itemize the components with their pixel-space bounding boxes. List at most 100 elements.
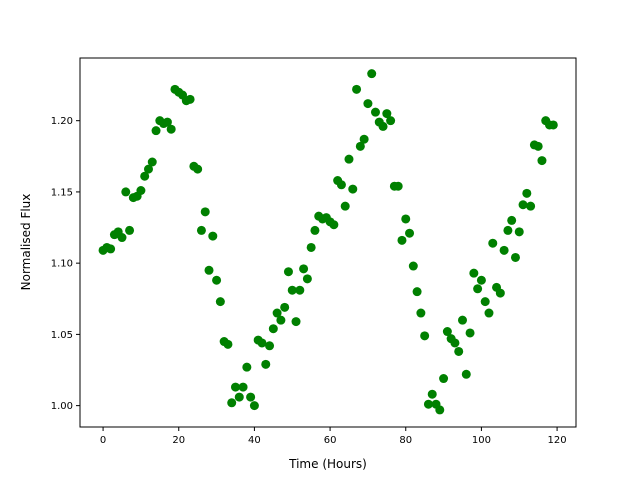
y-tick-label: 1.05	[51, 330, 73, 341]
data-point	[268, 324, 278, 334]
data-point	[423, 399, 433, 409]
data-point	[302, 274, 312, 284]
data-point	[299, 264, 309, 274]
data-point	[480, 297, 490, 307]
data-point	[454, 346, 464, 356]
data-point	[507, 215, 517, 225]
data-point	[136, 185, 146, 195]
data-point	[291, 317, 301, 327]
data-point	[162, 117, 172, 127]
data-point	[473, 284, 483, 294]
data-point	[336, 180, 346, 190]
data-point	[340, 201, 350, 211]
data-point	[121, 187, 131, 197]
data-point	[352, 84, 362, 94]
data-point	[393, 181, 403, 191]
data-point	[514, 227, 524, 237]
data-point	[397, 235, 407, 245]
data-point	[522, 188, 532, 198]
data-point	[450, 338, 460, 348]
data-point	[503, 225, 513, 235]
data-point	[143, 164, 153, 174]
data-point	[537, 156, 547, 166]
data-point	[476, 275, 486, 285]
y-axis: 1.00 1.05 1.10 1.15 1.20	[51, 116, 80, 412]
plot-frame	[79, 57, 577, 428]
x-axis-label: Time (Hours)	[288, 457, 367, 471]
data-point	[469, 268, 479, 278]
data-point	[265, 341, 275, 351]
x-tick-label: 40	[248, 435, 261, 446]
data-point	[439, 374, 449, 384]
data-point	[272, 308, 282, 318]
data-point	[499, 245, 509, 255]
x-tick-label: 80	[399, 435, 412, 446]
data-point	[367, 69, 377, 79]
data-point	[378, 121, 388, 131]
data-point	[147, 157, 157, 167]
data-point	[435, 405, 445, 415]
data-point	[386, 116, 396, 126]
data-point	[457, 315, 467, 325]
data-point	[416, 308, 426, 318]
y-tick-label: 1.20	[51, 116, 73, 127]
data-point	[510, 252, 520, 262]
data-point	[310, 225, 320, 235]
data-point	[196, 225, 206, 235]
x-tick-label: 20	[172, 435, 185, 446]
data-point	[215, 297, 225, 307]
data-point	[442, 327, 452, 337]
data-point	[484, 308, 494, 318]
data-point	[125, 225, 135, 235]
data-point	[306, 242, 316, 252]
data-point	[276, 315, 286, 325]
x-tick-label: 100	[472, 435, 491, 446]
data-point	[257, 338, 267, 348]
data-point	[461, 369, 471, 379]
data-point	[140, 171, 150, 181]
data-point	[488, 238, 498, 248]
data-point	[200, 207, 210, 217]
data-point	[363, 99, 373, 109]
data-point	[193, 164, 203, 174]
data-point	[234, 392, 244, 402]
data-point	[151, 126, 161, 136]
y-tick-label: 1.00	[51, 401, 73, 412]
data-point	[238, 382, 248, 392]
data-point	[412, 287, 422, 297]
y-tick-label: 1.15	[51, 187, 73, 198]
data-point	[382, 109, 392, 119]
data-point	[261, 359, 271, 369]
data-point	[287, 285, 297, 295]
data-point	[329, 220, 339, 230]
data-point	[223, 339, 233, 349]
data-point	[405, 228, 415, 238]
data-point	[420, 331, 430, 341]
data-point	[249, 401, 259, 411]
y-axis-label: Normalised Flux	[19, 194, 33, 291]
data-point	[359, 134, 369, 144]
data-point	[106, 244, 116, 254]
data-point	[548, 120, 558, 130]
data-point	[230, 382, 240, 392]
x-axis: 0 20 40 60 80 100 120	[100, 427, 567, 446]
data-point	[495, 288, 505, 298]
x-tick-label: 120	[548, 435, 567, 446]
data-point	[208, 231, 218, 241]
data-point	[242, 362, 252, 372]
y-tick-label: 1.10	[51, 259, 73, 270]
data-point	[185, 94, 195, 104]
data-point	[465, 328, 475, 338]
data-point	[408, 261, 418, 271]
data-point	[166, 124, 176, 134]
x-tick-label: 60	[324, 435, 337, 446]
data-point	[280, 302, 290, 312]
data-point	[370, 107, 380, 117]
data-point	[348, 184, 358, 194]
data-point	[204, 265, 214, 275]
data-point	[212, 275, 222, 285]
data-point	[227, 398, 237, 408]
data-point	[355, 141, 365, 151]
data-point	[246, 392, 256, 402]
